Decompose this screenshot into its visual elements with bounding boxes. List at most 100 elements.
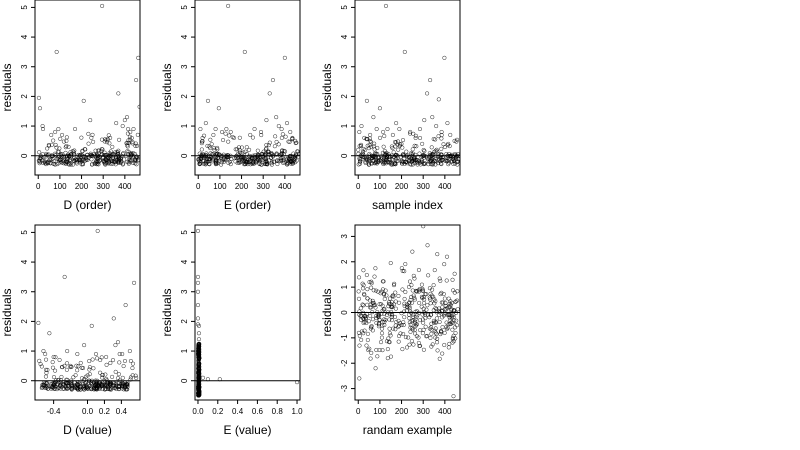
y-axis-label: residuals xyxy=(160,63,174,111)
band-point xyxy=(432,149,437,154)
band-point xyxy=(236,145,241,150)
data-point xyxy=(111,316,116,321)
band-point xyxy=(284,157,289,162)
data-point xyxy=(115,340,121,345)
band-point xyxy=(131,151,136,156)
band-point xyxy=(53,162,58,167)
panel-4: -0.4 0.0 0.2 0.4 0 1 2 3 4 5 D (value) residuals xyxy=(0,224,141,437)
x-tick-label: 1.0 xyxy=(291,407,303,416)
x-axis-label: sample index xyxy=(372,198,443,212)
band-point xyxy=(361,268,366,273)
band-point xyxy=(125,149,130,154)
band-point xyxy=(87,372,92,377)
band-point xyxy=(395,142,400,147)
band-point xyxy=(390,305,395,310)
band-point xyxy=(434,316,439,321)
band-point xyxy=(64,135,69,140)
band-point xyxy=(443,158,448,163)
data-point xyxy=(434,124,439,129)
band-point xyxy=(414,314,419,319)
band-point xyxy=(51,138,56,143)
data-point xyxy=(36,320,41,325)
band-point xyxy=(100,147,105,152)
band-point xyxy=(421,162,426,167)
band-point xyxy=(87,367,92,372)
band-point xyxy=(122,383,128,388)
band-point xyxy=(89,162,95,167)
band-point xyxy=(403,335,408,340)
band-point xyxy=(59,365,64,370)
data-point xyxy=(282,55,287,60)
band-point xyxy=(356,330,361,335)
band-point xyxy=(205,143,210,148)
panel-3: 0 100 200 300 400 0 1 2 3 4 5 sample index residuals xyxy=(320,0,461,212)
band-point xyxy=(196,385,201,390)
data-point xyxy=(73,126,78,132)
band-point xyxy=(357,343,362,348)
band-point xyxy=(265,161,270,166)
data-point xyxy=(359,124,364,129)
band-point xyxy=(399,311,404,316)
band-point xyxy=(56,158,62,163)
band-point xyxy=(368,298,373,303)
band-point xyxy=(37,159,42,164)
band-point xyxy=(362,292,367,297)
band-point xyxy=(286,139,291,144)
band-point xyxy=(450,277,455,282)
band-point xyxy=(447,315,452,320)
data-point xyxy=(51,354,56,360)
data-point xyxy=(200,135,205,140)
band-point xyxy=(128,377,133,382)
band-point xyxy=(72,159,77,164)
data-point xyxy=(413,135,418,140)
band-point xyxy=(359,337,364,342)
band-point xyxy=(43,161,48,166)
band-point xyxy=(444,278,449,283)
band-point xyxy=(401,320,406,325)
band-point xyxy=(448,303,453,308)
data-point xyxy=(383,3,389,8)
band-point xyxy=(245,160,250,165)
band-point xyxy=(96,162,101,167)
band-point xyxy=(126,160,131,165)
band-point xyxy=(82,147,87,152)
band-point xyxy=(196,371,201,376)
band-point xyxy=(438,161,444,166)
band-point xyxy=(386,157,391,162)
band-point xyxy=(207,144,212,149)
data-point xyxy=(436,97,441,102)
band-point xyxy=(439,162,444,167)
band-point xyxy=(408,329,413,334)
band-point xyxy=(39,364,44,369)
band-point xyxy=(204,161,209,166)
band-point xyxy=(403,289,408,295)
band-point xyxy=(447,341,452,346)
band-point xyxy=(366,347,371,353)
band-point xyxy=(396,324,401,329)
band-point xyxy=(365,331,370,336)
y-tick-label: 1 xyxy=(180,123,189,128)
band-point xyxy=(387,296,393,301)
band-point xyxy=(120,162,125,167)
band-point xyxy=(455,289,460,294)
band-point xyxy=(67,154,72,159)
band-point xyxy=(264,142,269,148)
band-point xyxy=(372,303,377,308)
band-point xyxy=(380,303,385,308)
band-point xyxy=(269,162,274,167)
x-tick-label: 300 xyxy=(257,182,271,191)
band-point xyxy=(440,157,445,162)
band-point xyxy=(439,290,444,295)
band-point xyxy=(239,145,244,150)
band-point xyxy=(439,152,444,157)
data-point xyxy=(100,3,105,8)
data-point xyxy=(417,126,422,132)
y-tick-label: 0 xyxy=(340,153,349,158)
band-point xyxy=(38,362,43,367)
band-point xyxy=(102,153,107,158)
band-point xyxy=(117,160,122,165)
band-point xyxy=(390,294,395,299)
data-point xyxy=(226,3,231,8)
band-point xyxy=(259,132,264,138)
x-tick-label: 0.4 xyxy=(116,407,128,416)
